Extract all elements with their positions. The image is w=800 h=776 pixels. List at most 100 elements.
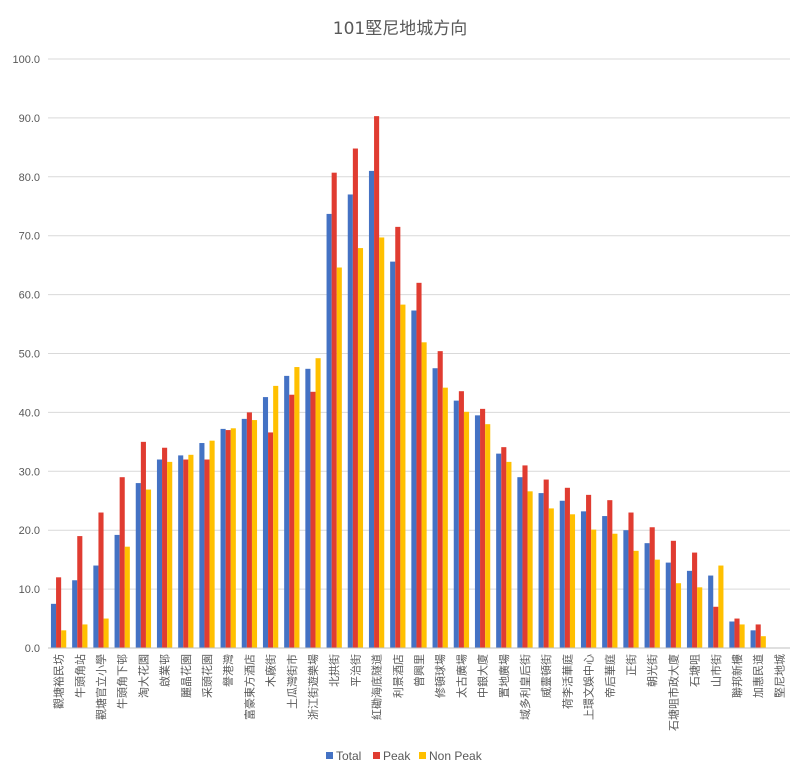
legend-swatch [373, 752, 380, 759]
y-tick-label: 10.0 [19, 584, 40, 596]
bar-non-peak [273, 385, 279, 648]
bar-total [559, 500, 565, 648]
bar-total [538, 493, 544, 648]
bar-non-peak [336, 267, 342, 648]
bar-peak [607, 500, 613, 648]
bar-non-peak [209, 440, 215, 648]
y-tick-label: 0.0 [25, 643, 40, 655]
legend-swatch [326, 752, 333, 759]
bar-peak [98, 512, 104, 648]
bar-total [262, 397, 269, 648]
bar-non-peak [718, 565, 724, 648]
bar-peak [246, 412, 252, 648]
bar-peak [586, 494, 592, 648]
x-tick-label: 帝后華庭 [603, 654, 617, 698]
chart-title: 101堅尼地城方向 [333, 19, 467, 39]
bar-total [496, 453, 502, 648]
legend-swatch [419, 752, 426, 759]
x-tick-label: 采頭花園 [201, 654, 214, 698]
x-axis-labels: 觀塘裕民坊 牛頭角站 觀塘官立小學 牛頭角下邨 淘大花園 啟業邨 麗晶花園 采頭花園 譽港灣 富豪… [52, 654, 787, 731]
y-tick-label: 70.0 [19, 231, 40, 243]
bar-total [474, 415, 481, 648]
bar-non-peak [527, 491, 533, 648]
bar-total [178, 455, 184, 648]
bar-non-peak [145, 489, 152, 648]
bar-total [411, 310, 417, 648]
bar-peak [77, 536, 83, 648]
bar-peak [395, 226, 401, 648]
bar-non-peak [506, 461, 512, 648]
x-tick-label: 荷李活華庭 [560, 654, 574, 709]
bar-peak [331, 172, 337, 648]
bar-total [368, 170, 375, 648]
bar-peak [480, 408, 486, 648]
bar-peak [310, 391, 316, 648]
bar-total [623, 530, 629, 648]
bar-peak [416, 282, 422, 648]
bar-peak [670, 540, 676, 648]
x-tick-label: 譽港灣 [222, 654, 235, 687]
bar-non-peak [167, 461, 173, 648]
bar-peak [713, 606, 719, 648]
bar-non-peak [697, 587, 703, 648]
x-tick-label: 牛頭角站 [73, 654, 87, 698]
bar-peak [522, 465, 528, 648]
x-tick-label: 浙江街遊樂場 [306, 654, 320, 720]
bar-peak [564, 487, 570, 648]
x-tick-label: 加惠民道 [751, 654, 765, 698]
bar-total [453, 400, 459, 648]
bar-total [93, 565, 99, 648]
x-tick-label: 平治街 [348, 654, 362, 687]
x-tick-label: 利景酒店 [391, 654, 405, 698]
bar-total [602, 516, 608, 648]
x-tick-label: 堅尼地城 [773, 654, 786, 698]
bar-peak [119, 477, 125, 648]
bar-peak [268, 432, 274, 648]
bar-non-peak [315, 358, 321, 648]
y-tick-label: 20.0 [19, 525, 40, 537]
legend: Total Peak Non Peak [326, 749, 483, 763]
bar-peak [458, 391, 464, 648]
bar-non-peak [612, 533, 618, 648]
y-tick-label: 80.0 [19, 172, 40, 184]
x-tick-label: 麗晶花園 [180, 654, 193, 698]
x-tick-label: 土瓜灣街市 [285, 654, 299, 709]
bar-peak [628, 512, 634, 648]
bar-non-peak [591, 529, 597, 648]
legend-label: Non Peak [429, 749, 483, 763]
bar-non-peak [230, 428, 236, 648]
bar-non-peak [103, 618, 109, 648]
bar-peak [374, 116, 380, 648]
y-tick-label: 60.0 [19, 290, 40, 302]
x-tick-label: 威靈頓街 [539, 654, 553, 698]
bar-total [665, 562, 671, 648]
x-tick-label: 觀塘官立小學 [94, 654, 108, 720]
bar-total [114, 534, 120, 648]
bar-non-peak [633, 550, 639, 648]
bar-total [156, 459, 163, 648]
bar-peak [289, 394, 295, 648]
x-tick-label: 富豪東方酒店 [242, 654, 256, 720]
bar-total [220, 428, 226, 648]
bar-non-peak [760, 636, 766, 648]
legend-label: Peak [383, 749, 411, 763]
bar-total [326, 213, 332, 648]
bar-non-peak [421, 342, 427, 648]
bar-total [729, 621, 735, 648]
y-tick-label: 100.0 [12, 54, 40, 66]
x-tick-label: 木廠街 [264, 654, 278, 687]
bar-peak [225, 430, 231, 648]
bar-total [750, 630, 756, 648]
bar-non-peak [379, 237, 385, 648]
bar-non-peak [61, 630, 67, 648]
bar-total [390, 261, 396, 648]
bar-non-peak [675, 583, 682, 648]
x-tick-label: 淘大花園 [136, 654, 150, 698]
bar-non-peak [548, 508, 554, 648]
bar-non-peak [294, 367, 300, 648]
x-tick-label: 置地廣場 [497, 654, 511, 698]
bar-total [432, 368, 438, 648]
bar-non-peak [654, 559, 660, 648]
x-tick-label: 域多利皇后街 [518, 654, 532, 720]
